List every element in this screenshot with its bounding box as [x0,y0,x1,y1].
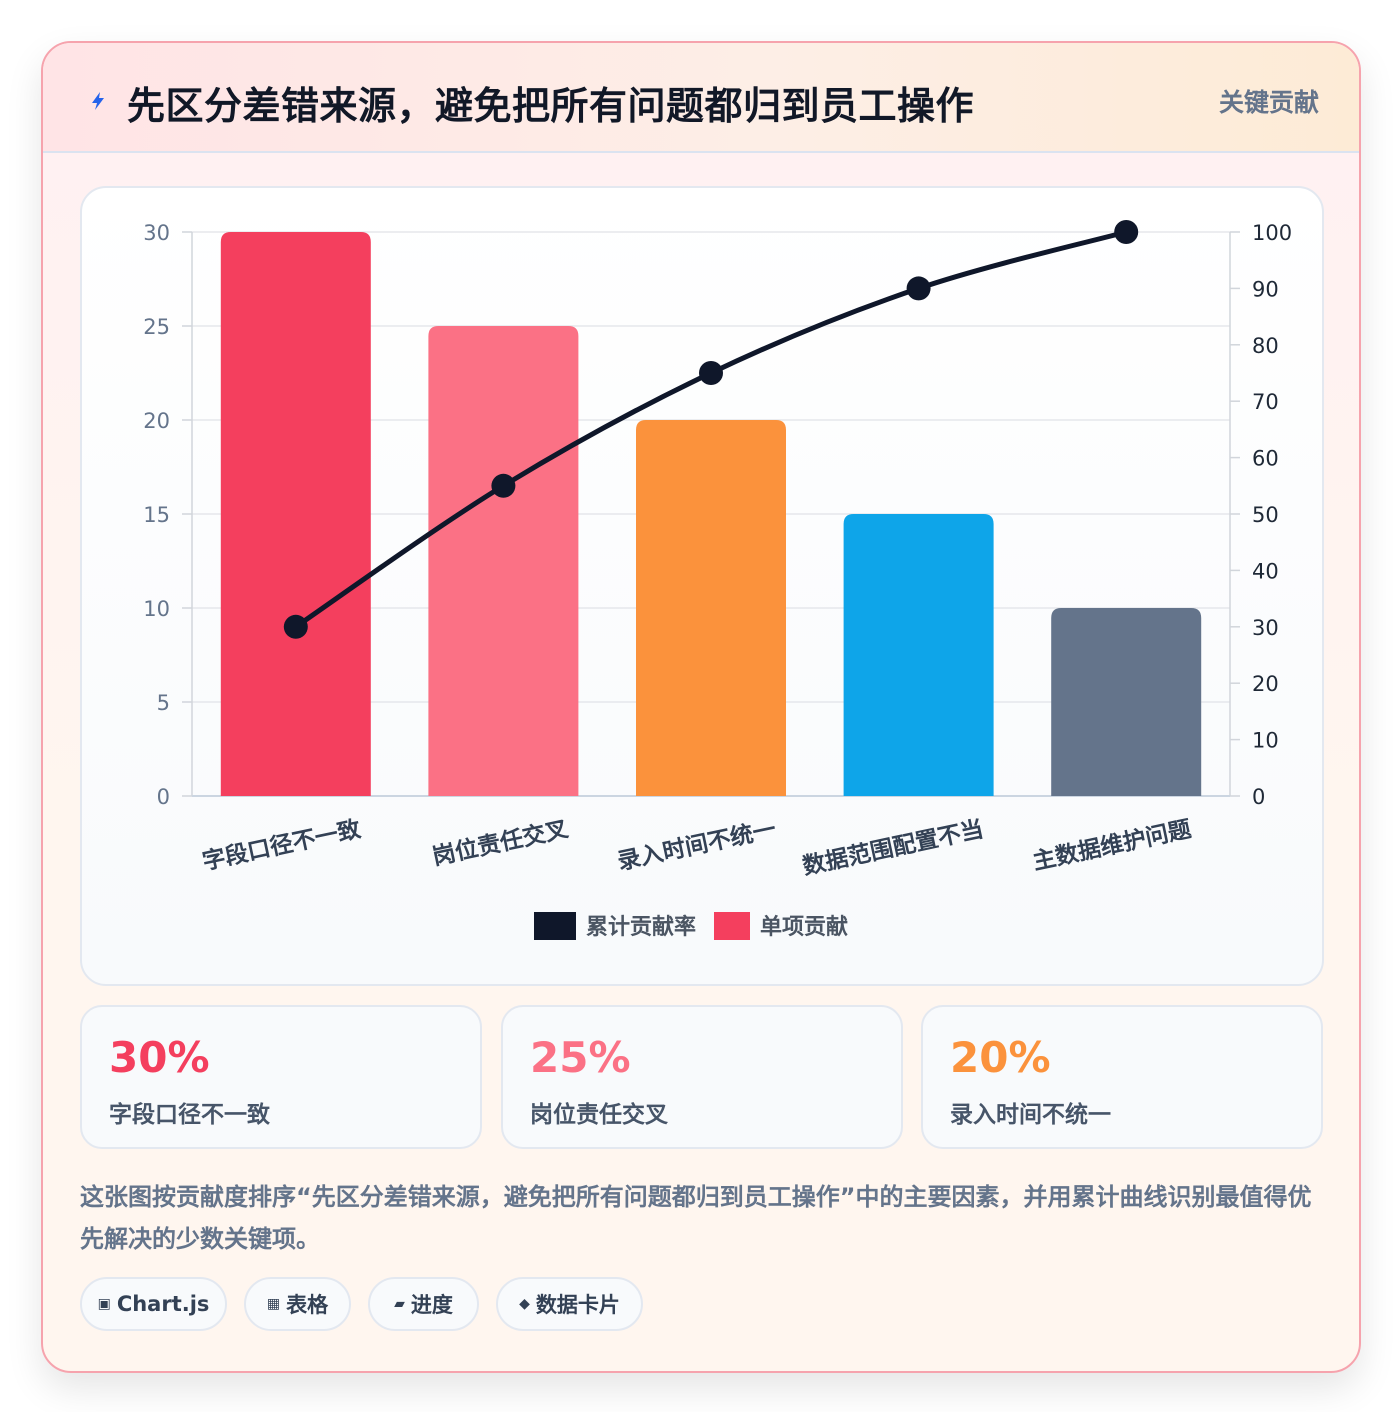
y-left-tick-label: 15 [143,503,170,527]
diamond-icon: ◆ [519,1296,530,1312]
y-right-tick-label: 90 [1252,277,1279,301]
y-right-tick-label: 0 [1252,785,1265,809]
y-left-tick-label: 20 [143,409,170,433]
line-point [491,473,516,498]
y-left-tick-label: 10 [143,597,170,621]
tag-data-card[interactable]: ◆ 数据卡片 [496,1277,643,1331]
bar [843,514,994,796]
line-point [699,361,723,385]
y-left-tick-label: 25 [143,315,170,339]
table-icon: ▦ [266,1296,281,1312]
page-title: 先区分差错来源，避免把所有问题都归到员工操作 [127,84,975,128]
x-tick-label: 字段口径不一致 [200,815,364,875]
chart-card: 先区分差错来源，避免把所有问题都归到员工操作 关键贡献 0 5 10 15 20 25 30… [41,41,1361,1373]
bar [428,326,579,796]
stat-label: 录入时间不统一 [950,1102,1111,1128]
y-right-tick-label: 70 [1252,390,1279,414]
stat-card-1: 30% 字段口径不一致 [80,1005,482,1149]
line-point [1114,220,1139,244]
lightning-icon [92,92,104,110]
y-right-tick-label: 30 [1252,616,1279,640]
stat-value: 25% [530,1033,631,1082]
stat-value: 30% [109,1033,210,1082]
x-tick-label: 数据范围配置不当 [800,816,985,880]
tag-label: 进度 [410,1293,453,1317]
header-tag: 关键贡献 [1218,88,1319,117]
legend-swatch [534,912,576,940]
card-header: 先区分差错来源，避免把所有问题都归到员工操作 关键贡献 [43,43,1359,153]
stat-label: 字段口径不一致 [109,1102,270,1128]
line-point [283,614,308,639]
y-right-tick-label: 10 [1252,729,1279,753]
y-left-tick-label: 30 [143,221,170,245]
y-right-tick-label: 20 [1252,672,1279,696]
x-tick-label: 主数据维护问题 [1030,815,1193,875]
x-tick-label: 录入时间不统一 [615,815,778,875]
pareto-chart: 0 5 10 15 20 25 30 0 10 20 30 40 50 60 70 80 90 100 字段口径不一… [143,220,1292,940]
x-tick-label: 岗位责任交叉 [430,815,571,870]
y-right-tick-label: 100 [1252,221,1292,245]
legend-label: 累计贡献率 [586,914,696,940]
y-left-tick-label: 0 [157,785,170,809]
tag-label: Chart.js [116,1292,210,1316]
tag-progress[interactable]: ▰ 进度 [368,1277,479,1331]
progress-icon: ▰ [394,1296,405,1312]
tag-chartjs[interactable]: ▣ Chart.js [80,1277,227,1331]
y-right-tick-label: 80 [1252,334,1279,358]
stat-label: 岗位责任交叉 [530,1102,668,1128]
legend-label: 单项贡献 [760,914,848,940]
tag-label: 数据卡片 [535,1293,620,1317]
y-right-tick-label: 50 [1252,503,1279,527]
stat-value: 20% [950,1033,1051,1082]
line-point [906,276,931,301]
tag-label: 表格 [286,1293,329,1317]
chart-panel: 0 5 10 15 20 25 30 0 10 20 30 40 50 60 70 80 90 100 字段口径不一… [80,186,1324,986]
tag-table[interactable]: ▦ 表格 [244,1277,351,1331]
bar [636,420,786,796]
stat-card-2: 25% 岗位责任交叉 [501,1005,903,1149]
bar [220,232,371,796]
bar [1051,608,1202,796]
chart-icon: ▣ [97,1296,111,1312]
y-right-tick-label: 40 [1252,559,1279,583]
y-right-tick-label: 60 [1252,447,1279,471]
chart-description: 这张图按贡献度排序“先区分差错来源，避免把所有问题都归到员工操作”中的主要因素，… [80,1183,1312,1253]
legend-swatch [714,912,750,940]
y-left-tick-label: 5 [157,691,170,715]
stat-card-3: 20% 录入时间不统一 [921,1005,1323,1149]
